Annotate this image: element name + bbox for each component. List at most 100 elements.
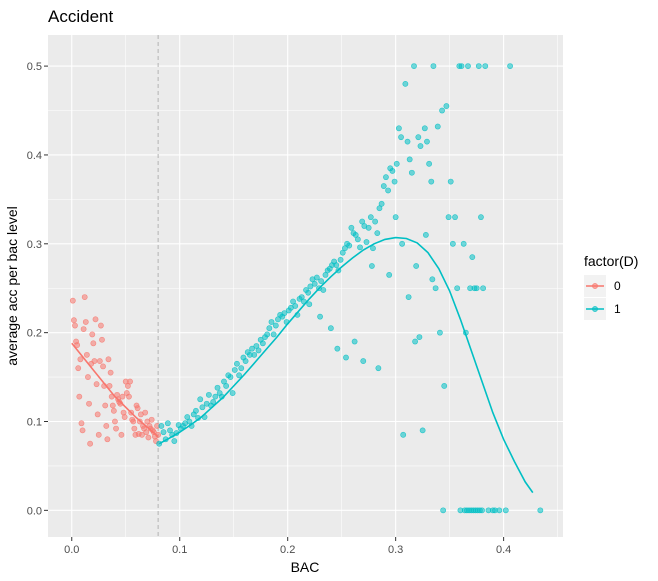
data-point-group-1 [363, 239, 370, 245]
data-point-group-1 [507, 63, 513, 69]
data-point-group-0 [76, 393, 83, 400]
data-point-group-1 [365, 224, 372, 231]
data-point-group-1 [424, 138, 430, 145]
data-point-group-1 [255, 347, 262, 354]
data-point-group-1 [469, 254, 476, 261]
x-tick-label: 0.1 [172, 544, 187, 556]
data-point-group-1 [391, 178, 398, 185]
data-point-group-0 [142, 409, 149, 416]
x-tick-label: 0.2 [280, 544, 295, 556]
data-point-group-1 [413, 263, 420, 269]
y-tick-label: 0.4 [27, 150, 42, 162]
data-point-group-0 [77, 356, 84, 363]
data-point-group-1 [306, 301, 313, 308]
data-point-group-1 [440, 507, 447, 514]
data-point-group-1 [475, 63, 482, 69]
data-point-group-0 [100, 363, 106, 370]
data-point-group-1 [502, 507, 509, 514]
data-point-group-1 [439, 107, 445, 114]
data-point-group-0 [105, 356, 112, 363]
data-point-group-0 [86, 400, 92, 407]
data-point-group-1 [404, 138, 411, 145]
data-point-group-1 [210, 399, 217, 405]
gridlines [48, 35, 563, 537]
data-point-group-0 [102, 402, 109, 409]
data-points [69, 63, 544, 514]
data-point-group-0 [85, 374, 91, 380]
data-point-group-1 [380, 183, 387, 189]
data-point-group-1 [482, 63, 489, 69]
data-point-group-1 [445, 214, 452, 221]
data-point-group-1 [360, 358, 367, 364]
data-point-group-1 [320, 287, 327, 293]
data-point-group-1 [449, 240, 456, 247]
data-point-group-1 [372, 218, 379, 225]
data-point-group-1 [367, 214, 374, 221]
data-point-group-1 [236, 372, 243, 379]
legend-title: factor(D) [584, 253, 638, 269]
data-point-group-1 [334, 345, 341, 352]
data-point-group-1 [392, 214, 399, 221]
data-point-group-1 [199, 404, 206, 411]
data-point-group-1 [389, 168, 396, 174]
data-point-group-1 [311, 280, 318, 287]
data-point-group-1 [193, 407, 199, 414]
x-tick-label: 0.3 [388, 544, 403, 556]
data-point-group-1 [272, 322, 279, 329]
x-tick-label: 0.4 [496, 544, 511, 556]
data-point-group-1 [480, 285, 487, 292]
data-point-group-0 [79, 427, 86, 434]
data-point-group-1 [351, 338, 358, 345]
data-point-group-0 [96, 358, 103, 364]
data-point-group-1 [478, 214, 484, 221]
data-point-group-0 [104, 436, 111, 443]
data-point-group-1 [337, 256, 344, 263]
data-point-group-0 [143, 429, 150, 436]
data-point-group-0 [95, 431, 102, 438]
data-point-group-1 [496, 507, 503, 514]
data-point-group-1 [229, 390, 236, 396]
x-axis-title: BAC [291, 559, 320, 575]
legend-label-0: 0 [614, 279, 621, 293]
legend-key-point [592, 283, 598, 289]
data-point-group-0 [145, 434, 152, 441]
data-point-group-1 [227, 374, 234, 380]
data-point-group-1 [437, 329, 443, 336]
y-tick-label: 0.1 [27, 416, 42, 428]
data-point-group-0 [113, 425, 119, 432]
data-point-group-1 [395, 125, 402, 132]
data-point-group-1 [412, 338, 418, 345]
fit-line-group-0 [71, 342, 159, 438]
data-point-group-0 [126, 393, 132, 400]
y-tick-label: 0.3 [27, 239, 42, 251]
data-point-group-0 [99, 336, 105, 343]
data-point-group-1 [430, 63, 437, 69]
data-point-group-1 [346, 242, 353, 249]
data-point-group-1 [281, 310, 288, 316]
data-point-group-0 [127, 378, 133, 385]
fit-lines [71, 236, 534, 494]
data-point-group-1 [368, 263, 375, 269]
data-point-group-1 [419, 427, 426, 434]
data-point-group-1 [307, 283, 314, 290]
data-point-group-1 [264, 331, 271, 338]
data-point-group-1 [393, 160, 400, 167]
data-point-group-0 [82, 319, 89, 325]
data-point-group-0 [81, 294, 88, 301]
data-point-group-0 [148, 416, 155, 423]
data-point-group-0 [94, 411, 101, 418]
data-point-group-1 [318, 278, 325, 285]
fit-line-group-1 [158, 236, 534, 494]
data-point-group-1 [370, 245, 376, 252]
data-point-group-0 [103, 423, 110, 429]
data-point-group-1 [357, 244, 363, 251]
y-axis-ticks: 0.0 0.1 0.2 0.3 0.4 0.5 [27, 61, 48, 517]
data-point-group-0 [72, 322, 78, 329]
data-point-group-1 [405, 294, 412, 301]
data-point-group-1 [374, 230, 381, 237]
data-point-group-0 [139, 431, 145, 438]
x-tick-label: 0.0 [64, 544, 79, 556]
data-point-group-1 [231, 367, 238, 373]
data-point-group-1 [421, 125, 428, 132]
